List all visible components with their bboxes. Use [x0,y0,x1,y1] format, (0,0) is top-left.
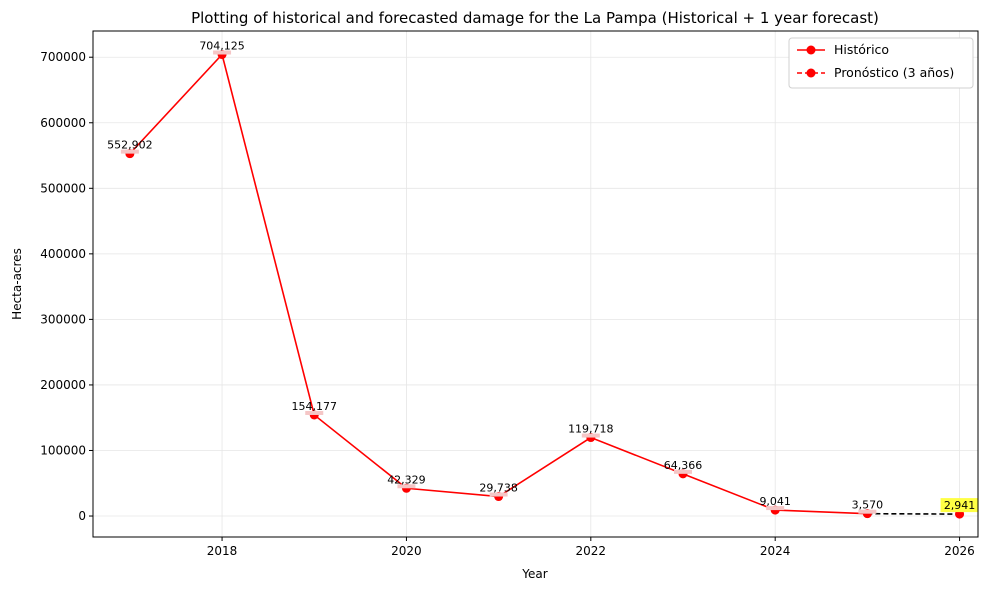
data-label: 552,902 [107,139,153,152]
x-tick-label: 2024 [760,544,791,558]
legend-box [788,37,974,89]
data-label-backdrop [766,506,785,511]
plot-frame [92,30,979,538]
y-tick-label: 200000 [40,378,86,392]
y-tick-label: 0 [78,509,86,523]
x-tick-label: 2020 [391,544,422,558]
data-label: 119,718 [568,423,614,436]
y-tick-label: 100000 [40,443,86,457]
legend-pronostico-marker [806,68,816,78]
y-tick-label: 700000 [40,50,86,64]
y-tick-label: 500000 [40,181,86,195]
x-tick-label: 2022 [576,544,607,558]
legend-pronostico-label: Pronóstico (3 años) [834,65,954,80]
data-label: 2,941 [944,499,976,512]
data-labels: 552,902 704,125 154,177 42,329 29,738 119,718… [107,40,979,514]
data-label-backdrop [213,50,232,55]
y-tick-label: 400000 [40,247,86,261]
data-label: 154,177 [292,400,338,413]
data-label-backdrop [397,484,416,489]
data-label: 29,738 [479,482,518,495]
grid-lines [93,31,978,537]
x-tick-label: 2018 [207,544,238,558]
series-lines [129,52,960,515]
y-tick-label: 600000 [40,116,86,130]
x-axis-ticks: 2018 2020 2022 2024 2026 [207,537,975,558]
data-label-backdrop [581,433,600,438]
data-label: 9,041 [759,495,791,508]
series-markers [125,50,965,519]
x-axis-title: Year [521,567,547,581]
data-label-backdrop [674,469,692,474]
series-line-historico [129,52,868,515]
data-label-highlight [940,498,979,513]
x-tick-label: 2026 [944,544,975,558]
data-label-backdrop [120,149,139,154]
data-label: 3,570 [852,499,884,512]
legend-historico-label: Histórico [834,42,889,57]
data-label-backdrop [489,492,508,497]
data-label: 42,329 [387,473,426,486]
data-label-backdrop [305,410,324,415]
y-tick-label: 300000 [40,312,86,326]
data-label: 704,125 [199,40,245,53]
data-label-backdrop [858,509,877,514]
legend-historico-marker [806,45,816,55]
chart-title: Plotting of historical and forecasted da… [191,9,879,27]
legend: Histórico Pronóstico (3 años) [788,37,974,89]
y-axis-ticks: 0 100000 200000 300000 400000 500000 600000 700… [40,50,93,523]
y-axis-title: Hecta-acres [10,248,24,320]
data-label: 64,366 [664,459,703,472]
